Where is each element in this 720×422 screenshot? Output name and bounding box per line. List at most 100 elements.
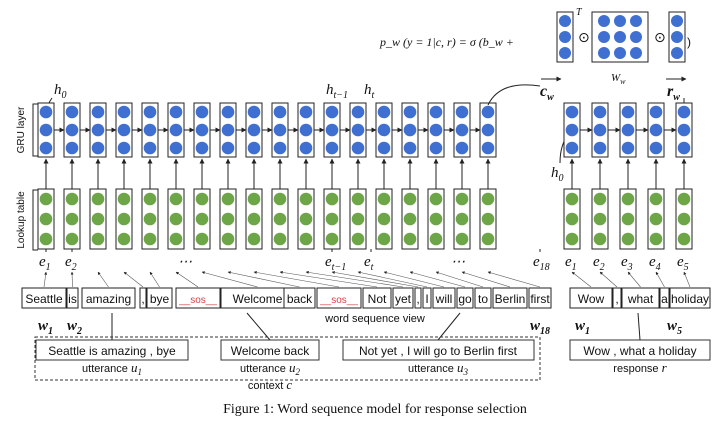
context-token: Not <box>279 270 392 309</box>
gru-unit <box>91 141 105 155</box>
gru-unit <box>455 123 469 137</box>
gru-unit <box>325 123 339 137</box>
gru-unit <box>621 105 635 119</box>
response-embedding-label: e1 <box>565 254 577 273</box>
embedding-unit <box>403 192 417 206</box>
weight-matrix-unit <box>614 15 626 27</box>
gru-unit <box>481 141 495 155</box>
embedding-unit <box>429 232 443 246</box>
w1-label: w1 <box>38 318 53 337</box>
embedding-unit <box>195 232 209 246</box>
token-to-embedding-arrow <box>175 271 199 288</box>
context-token: to <box>435 271 492 309</box>
svg-text:amazing: amazing <box>86 292 131 306</box>
weight-matrix-unit <box>614 31 626 43</box>
token-to-embedding-arrow <box>655 271 665 288</box>
context-column <box>479 102 497 250</box>
embedding-unit <box>351 212 365 226</box>
utterance-1-box <box>35 339 189 361</box>
h0-context-label: h0 <box>54 82 67 101</box>
gru-unit <box>169 141 183 155</box>
context-token: , <box>123 271 147 309</box>
gru-unit <box>429 123 443 137</box>
embedding-unit <box>143 232 157 246</box>
gru-unit <box>325 141 339 155</box>
utterance-3-box <box>342 339 535 361</box>
embedding-unit <box>247 212 261 226</box>
response-embedding-label: e2 <box>593 254 605 273</box>
embedding-unit <box>565 232 579 246</box>
embedding-unit <box>593 232 607 246</box>
embedding-unit <box>221 232 235 246</box>
embedding-unit <box>169 212 183 226</box>
gru-unit <box>195 123 209 137</box>
svg-text:yet: yet <box>395 292 412 306</box>
formula-close-paren: ) <box>687 35 691 49</box>
gru-unit <box>593 105 607 119</box>
token-to-embedding-arrow <box>279 270 378 288</box>
utterance-2-box <box>220 339 320 361</box>
embedding-unit <box>169 232 183 246</box>
embedding-unit <box>429 192 443 206</box>
embedding-unit <box>429 212 443 226</box>
embedding-unit <box>325 212 339 226</box>
response-column <box>591 102 609 250</box>
formula-vector-unit <box>559 31 571 43</box>
gru-unit <box>677 123 691 137</box>
gru-unit <box>403 141 417 155</box>
embedding-unit <box>39 232 53 246</box>
svg-text:Seattle: Seattle <box>25 292 63 306</box>
context-embedding-label: et−1 <box>325 254 346 273</box>
svg-text:a: a <box>661 292 668 306</box>
sequence-view-label: word sequence view <box>324 313 425 325</box>
weight-matrix-unit <box>614 47 626 59</box>
gru-unit <box>677 105 691 119</box>
gru-unit <box>351 105 365 119</box>
token-to-embedding-arrow <box>201 271 258 288</box>
gru-unit <box>403 105 417 119</box>
gru-unit <box>117 123 131 137</box>
transpose-mark: T <box>576 7 583 18</box>
context-token: __sos__ <box>175 271 221 309</box>
context-token: , <box>331 270 422 309</box>
embedding-unit <box>455 212 469 226</box>
context-token: back <box>227 271 316 309</box>
gru-unit <box>565 141 579 155</box>
svg-text:bye: bye <box>150 292 170 306</box>
context-embedding-label: et <box>364 254 374 273</box>
odot-symbol-2: ⊙ <box>654 29 666 45</box>
embedding-unit <box>481 212 495 226</box>
utterance-2-text: Welcome back <box>231 344 310 358</box>
response-token: holiday <box>669 271 711 309</box>
scoring-formula: p_w (y = 1|c, r) = σ (b_w + ⊙ ⊙ ) T Ww <box>379 7 691 86</box>
embedding-unit <box>117 212 131 226</box>
context-column <box>297 102 315 250</box>
context-token: Berlin <box>461 271 528 309</box>
embedding-unit <box>273 192 287 206</box>
context-embedding-label: ⋯ <box>451 255 465 270</box>
embedding-unit <box>403 212 417 226</box>
response-w5-label: w5 <box>667 318 682 337</box>
gru-unit <box>143 123 157 137</box>
response-token: what <box>621 271 660 309</box>
embedding-unit <box>273 232 287 246</box>
embedding-unit <box>649 192 663 206</box>
response-column <box>647 102 665 250</box>
utterance-2-label: utterance u2 <box>240 360 300 377</box>
context-column <box>167 102 185 250</box>
context-vector-label: cw <box>540 83 554 103</box>
embedding-unit <box>677 212 691 226</box>
embedding-unit <box>91 192 105 206</box>
gru-unit <box>429 105 443 119</box>
gru-unit <box>649 105 663 119</box>
context-column <box>89 102 107 250</box>
embedding-unit <box>677 232 691 246</box>
gru-unit <box>377 123 391 137</box>
gru-unit <box>621 123 635 137</box>
response-token: Wow <box>569 271 613 309</box>
gru-unit <box>117 105 131 119</box>
embedding-unit <box>351 232 365 246</box>
embedding-unit <box>91 212 105 226</box>
svg-text:what: what <box>627 292 654 306</box>
gru-unit <box>91 123 105 137</box>
